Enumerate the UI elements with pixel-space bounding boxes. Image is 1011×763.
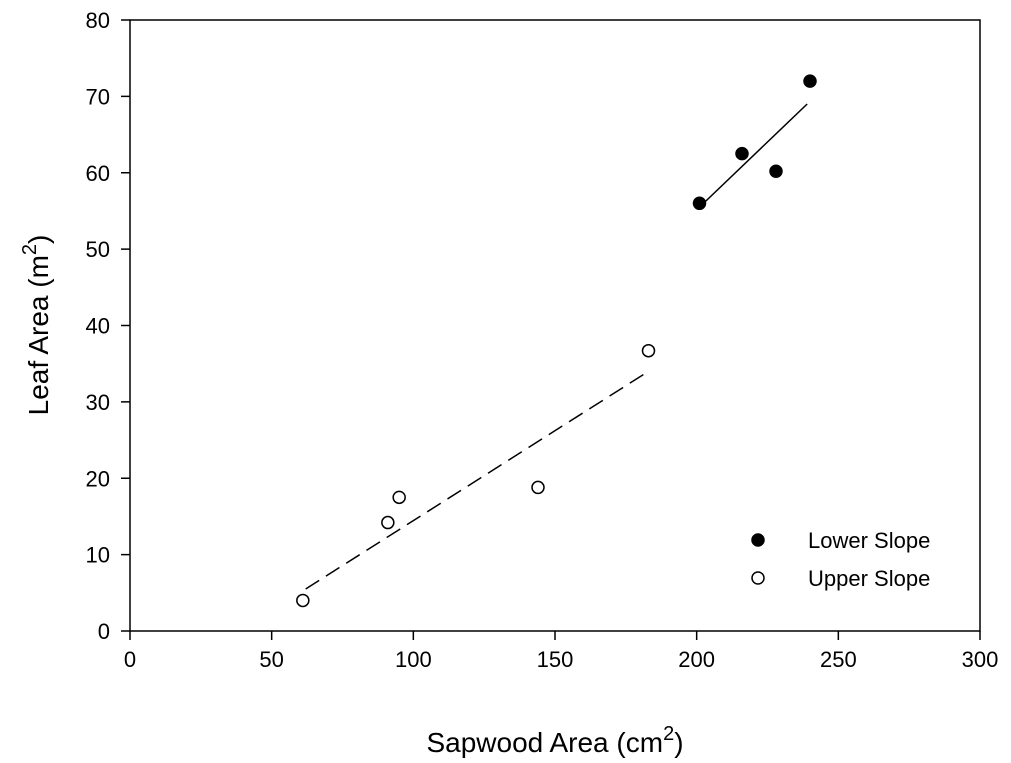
- fit-line-upper-slope: [305, 370, 649, 590]
- legend-marker-upper-slope: [751, 571, 765, 585]
- x-tick-label: 250: [820, 647, 857, 672]
- y-tick-label: 70: [86, 84, 110, 109]
- x-tick-label: 200: [678, 647, 715, 672]
- fit-lines: [305, 103, 808, 590]
- legend-label-lower-slope: Lower Slope: [808, 528, 930, 553]
- y-tick-label: 50: [86, 237, 110, 262]
- y-tick-label: 60: [86, 161, 110, 186]
- x-tick-label: 50: [259, 647, 283, 672]
- point-upper-slope: [641, 343, 656, 358]
- legend-label-upper-slope: Upper Slope: [808, 566, 930, 591]
- y-tick-label: 20: [86, 466, 110, 491]
- point-lower-slope: [803, 74, 817, 88]
- y-tick-label: 0: [98, 619, 110, 644]
- point-lower-slope: [769, 164, 783, 178]
- legend-marker-lower-slope: [751, 533, 765, 547]
- data-points: [296, 74, 817, 608]
- x-axis-ticks: 0 50 100 150 200 250 300: [124, 631, 998, 672]
- x-tick-label: 0: [124, 647, 136, 672]
- y-axis-label: Leaf Area (m2): [19, 235, 54, 416]
- y-tick-label: 10: [86, 543, 110, 568]
- x-tick-label: 100: [395, 647, 432, 672]
- y-tick-label: 40: [86, 314, 110, 339]
- x-tick-label: 300: [962, 647, 999, 672]
- y-tick-label: 80: [86, 8, 110, 33]
- point-upper-slope: [296, 593, 310, 608]
- point-upper-slope: [531, 480, 545, 495]
- point-upper-slope: [392, 490, 406, 505]
- point-lower-slope: [735, 146, 749, 161]
- y-tick-label: 30: [86, 390, 110, 415]
- y-axis-ticks: 0 10 20 30 40 50 60 70 80: [86, 8, 130, 644]
- point-upper-slope: [381, 515, 395, 530]
- x-tick-label: 150: [537, 647, 574, 672]
- fit-line-lower-slope: [698, 103, 808, 208]
- legend: Lower Slope Upper Slope: [751, 528, 930, 591]
- x-axis-label: Sapwood Area (cm2): [426, 723, 683, 758]
- point-lower-slope: [692, 196, 707, 211]
